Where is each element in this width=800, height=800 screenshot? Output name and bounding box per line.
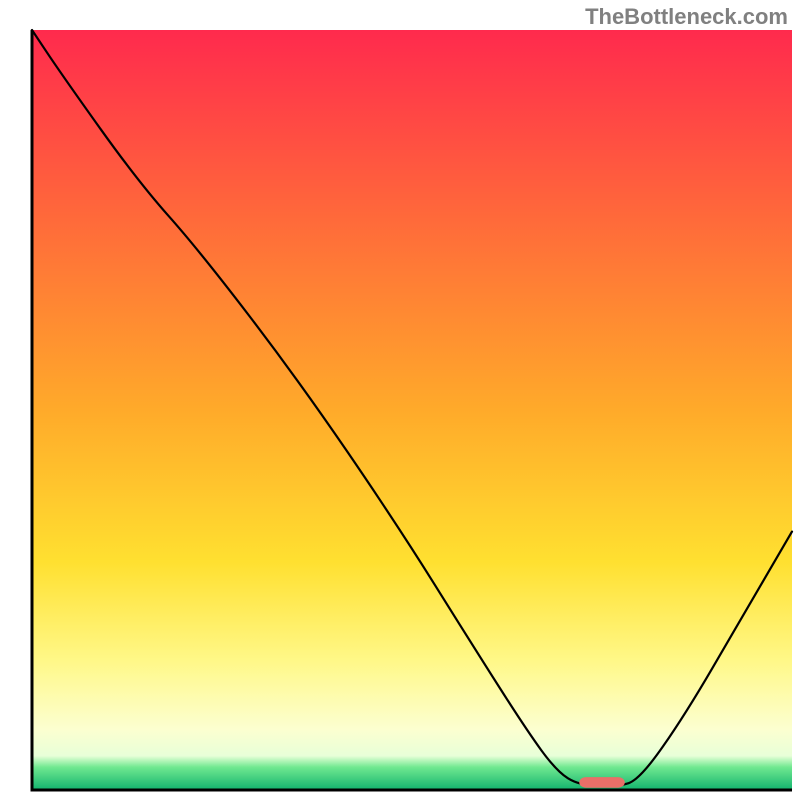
bottleneck-chart <box>0 0 800 800</box>
watermark-label: TheBottleneck.com <box>585 4 788 30</box>
chart-container: TheBottleneck.com <box>0 0 800 800</box>
plot-background <box>32 30 792 790</box>
optimal-range-marker <box>579 777 625 788</box>
